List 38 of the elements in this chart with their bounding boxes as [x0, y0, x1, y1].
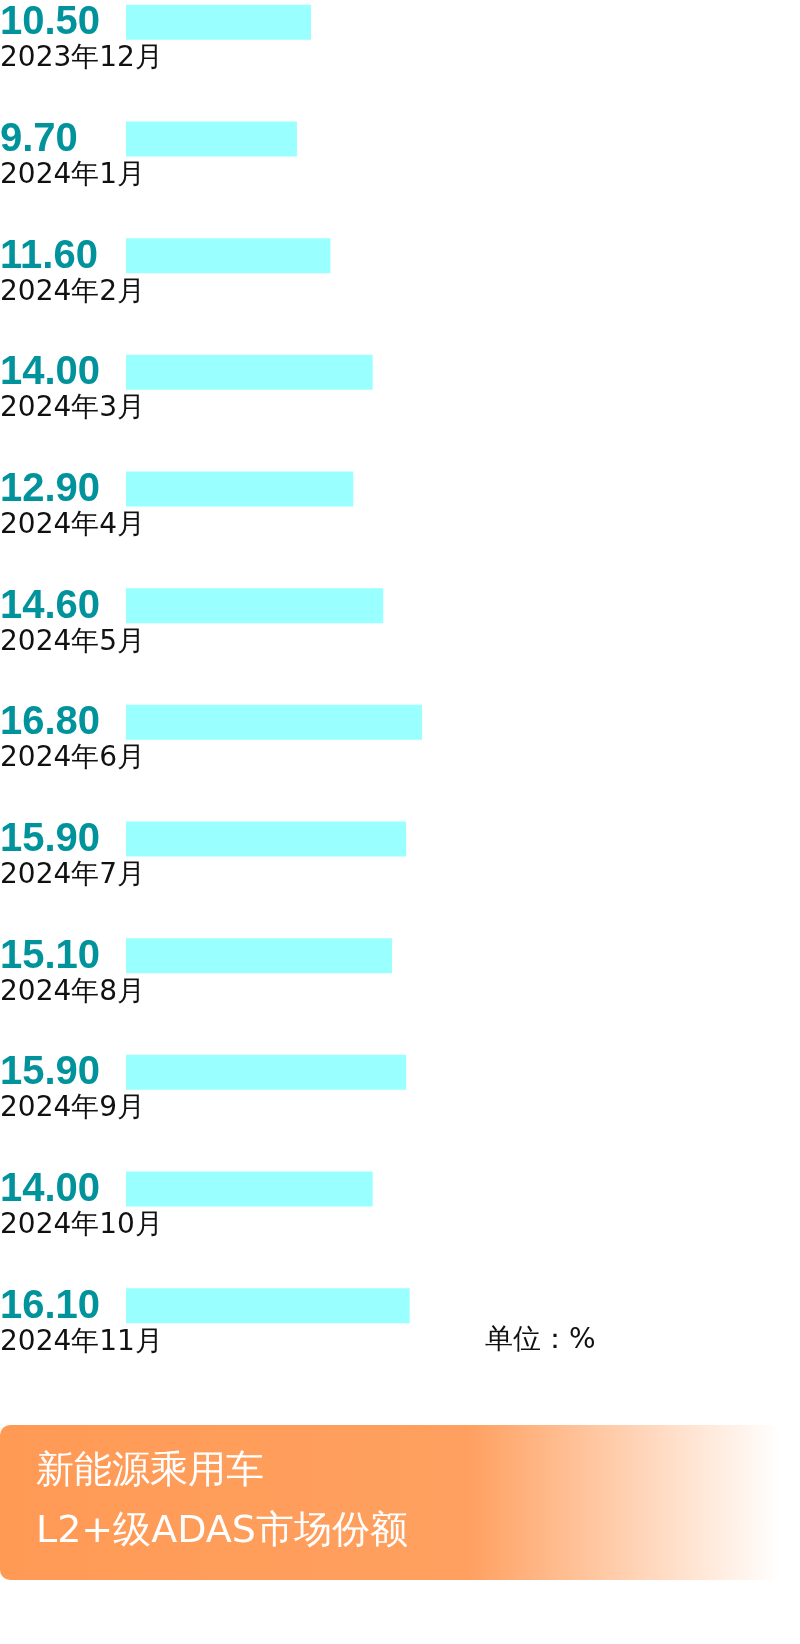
data-label: 9.70 [0, 115, 78, 159]
y-tick-label: 2024年8月 [0, 973, 146, 1007]
y-tick-label: 2024年9月 [0, 1090, 146, 1124]
y-tick-label: 2024年3月 [0, 390, 146, 424]
data-label: 16.80 [0, 698, 101, 743]
bar [126, 238, 331, 274]
bar [126, 1054, 407, 1090]
bar [126, 4, 311, 40]
bar [126, 1171, 373, 1207]
bar [126, 1288, 410, 1324]
y-tick-label: 2024年1月 [0, 157, 146, 190]
data-label: 10.50 [0, 0, 101, 43]
bar [126, 938, 393, 974]
data-label: 12.90 [0, 465, 101, 509]
y-tick-label: 2024年7月 [0, 857, 146, 890]
y-tick-label: 2024年4月 [0, 507, 146, 540]
y-tick-label: 2023年12月 [0, 40, 163, 74]
y-tick-label: 2024年10月 [0, 1207, 163, 1240]
bar [126, 704, 422, 740]
bar [126, 588, 384, 624]
text: 新能源乘用车 L2+级ADAS市场份额 [0, 1425, 780, 1580]
y-tick-label: 2024年6月 [0, 740, 146, 774]
data-label: 15.90 [0, 1048, 101, 1093]
data-label: 15.10 [0, 931, 101, 976]
bar [126, 471, 354, 507]
data-label: 11.60 [0, 231, 98, 276]
data-label: 16.10 [0, 1281, 101, 1326]
bar [126, 121, 297, 157]
y-tick-label: 2024年2月 [0, 273, 146, 307]
data-label: 14.60 [0, 581, 101, 626]
data-label: 15.90 [0, 815, 101, 859]
bar [126, 354, 373, 390]
bar [126, 821, 407, 857]
data-label: 14.00 [0, 348, 101, 393]
data-label: 14.00 [0, 1165, 101, 1209]
text: 单位：% [485, 1321, 596, 1357]
y-tick-label: 2024年5月 [0, 623, 146, 657]
y-tick-label: 2024年11月 [0, 1323, 163, 1357]
